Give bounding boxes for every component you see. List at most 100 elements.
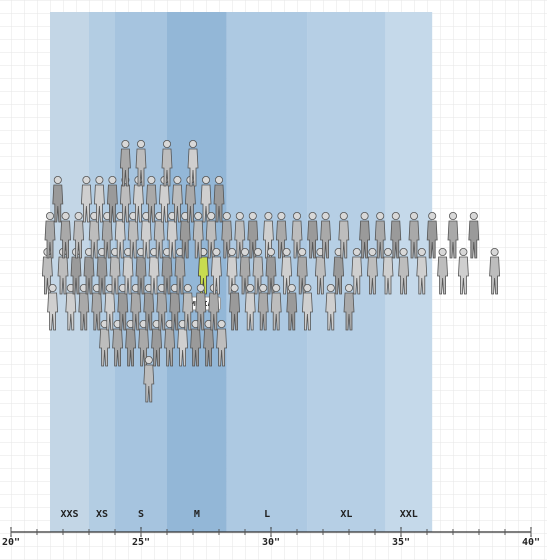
body [314,256,326,295]
body [177,328,189,367]
x-tick-label: 40" [522,537,540,548]
person [60,211,72,259]
person [398,247,410,295]
person [166,211,178,259]
body [208,292,220,331]
head [264,211,273,220]
body [210,256,222,295]
body [52,184,64,223]
head [235,211,244,220]
person [177,319,189,367]
body [286,292,298,331]
person [408,211,420,259]
person [153,211,165,259]
person [426,211,438,259]
body [426,220,438,259]
person [234,211,246,259]
body [109,256,121,295]
body [99,328,111,367]
body [145,184,157,223]
body [265,256,277,295]
head [253,247,262,256]
person [151,319,163,367]
person [171,175,183,223]
person [44,211,56,259]
head [144,355,153,364]
person [161,247,173,295]
person [390,211,402,259]
person [117,283,129,331]
body [338,220,350,259]
person [320,211,332,259]
body [169,292,181,331]
body [351,256,363,295]
person [145,175,157,223]
person [244,283,256,331]
person [437,247,449,295]
swarm: MEDIAN [41,139,501,403]
head [196,283,205,292]
person [286,283,298,331]
head [230,283,239,292]
size-band [50,12,89,532]
person [148,247,160,295]
person [106,175,118,223]
head [201,175,210,184]
person [247,211,259,259]
body [41,256,53,295]
head [428,211,437,220]
body [296,256,308,295]
body [457,256,469,295]
person [169,283,181,331]
head [82,175,91,184]
body [281,256,293,295]
head [214,175,223,184]
body [164,328,176,367]
body [437,256,449,295]
body [366,256,378,295]
band-label: L [264,509,270,520]
body [468,220,480,259]
x-axis: 20" 25" 30" 35" 40" [2,527,540,548]
head [121,139,130,148]
body [161,148,173,187]
head [376,211,385,220]
person [457,247,469,295]
head [292,211,301,220]
person [275,211,287,259]
body [119,148,131,187]
body [234,220,246,259]
body [275,220,287,259]
head [222,211,231,220]
body [252,256,264,295]
person [265,247,277,295]
body [117,292,129,331]
person [489,247,501,295]
person [52,175,64,223]
person [205,211,217,259]
person [343,283,355,331]
head [339,211,348,220]
body [122,256,134,295]
person [119,139,131,187]
head [448,211,457,220]
head [162,139,171,148]
body [83,256,95,295]
head [469,211,478,220]
person [174,247,186,295]
person [203,319,215,367]
head [490,247,499,256]
body [203,328,215,367]
person [216,319,228,367]
person [270,283,282,331]
person [338,211,350,259]
person [210,247,222,295]
person [190,319,202,367]
body [127,220,139,259]
head [173,175,182,184]
body [291,220,303,259]
head [74,211,83,220]
body [65,292,77,331]
person [83,247,95,295]
band-label: S [138,509,144,520]
